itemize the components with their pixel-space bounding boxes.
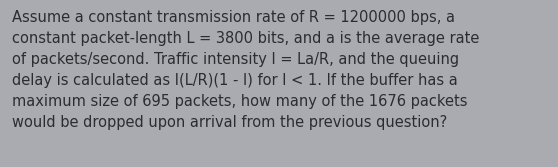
Text: Assume a constant transmission rate of R = 1200000 bps, a
constant packet-length: Assume a constant transmission rate of R… — [12, 10, 479, 130]
